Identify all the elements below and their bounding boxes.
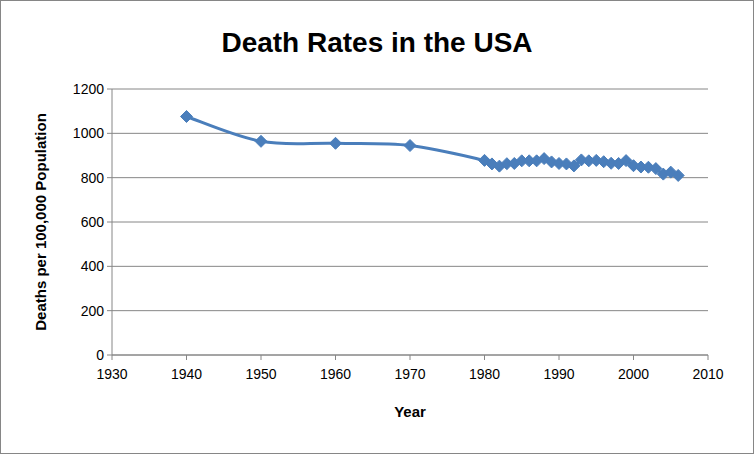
x-tick-label: 1970 — [394, 366, 425, 382]
y-tick — [107, 222, 112, 223]
y-tick-label: 1200 — [73, 81, 104, 97]
data-point — [672, 169, 684, 181]
data-point — [255, 135, 267, 147]
y-tick — [107, 133, 112, 134]
x-tick-label: 1940 — [171, 366, 202, 382]
x-tick — [186, 355, 187, 360]
chart: Death Rates in the USA 0 200 400 600 800 1000 1… — [0, 0, 754, 454]
y-tick — [107, 89, 112, 90]
x-tick-label: 2000 — [618, 366, 649, 382]
y-tick-label: 600 — [81, 214, 105, 230]
x-tick — [410, 355, 411, 360]
y-tick — [107, 310, 112, 311]
x-tick — [708, 355, 709, 360]
x-tick-label: 1950 — [245, 366, 276, 382]
x-tick-label: 1960 — [320, 366, 351, 382]
y-axis — [112, 89, 113, 355]
data-point — [181, 110, 193, 122]
data-point — [404, 140, 416, 152]
x-tick — [484, 355, 485, 360]
grid-line — [112, 310, 708, 311]
y-tick-label: 200 — [81, 303, 105, 319]
y-tick-label: 400 — [81, 258, 105, 274]
x-tick-label: 1990 — [543, 366, 574, 382]
y-tick — [107, 177, 112, 178]
grid-line — [112, 89, 708, 90]
grid-line — [112, 177, 708, 178]
y-tick — [107, 355, 112, 356]
y-tick-label: 0 — [96, 347, 104, 363]
series-line — [187, 116, 679, 175]
chart-border — [1, 1, 754, 454]
x-tick — [112, 355, 113, 360]
x-tick — [261, 355, 262, 360]
x-tick-label: 2010 — [692, 366, 723, 382]
grid-line — [112, 133, 708, 134]
y-tick — [107, 266, 112, 267]
x-axis-label: Year — [394, 403, 426, 420]
x-tick — [559, 355, 560, 360]
y-tick-label: 1000 — [73, 125, 104, 141]
y-tick-label: 800 — [81, 170, 105, 186]
title: Death Rates in the USA — [221, 27, 532, 58]
grid-line — [112, 266, 708, 267]
grid-line — [112, 222, 708, 223]
y-axis-label: Deaths per 100,000 Population — [32, 113, 49, 331]
page: {"chart_data": {"type": "line", "title":… — [0, 0, 754, 454]
plot-area — [181, 110, 685, 181]
x-tick-label: 1980 — [469, 366, 500, 382]
x-tick — [335, 355, 336, 360]
x-tick — [633, 355, 634, 360]
data-point — [330, 137, 342, 149]
x-tick-label: 1930 — [96, 366, 127, 382]
